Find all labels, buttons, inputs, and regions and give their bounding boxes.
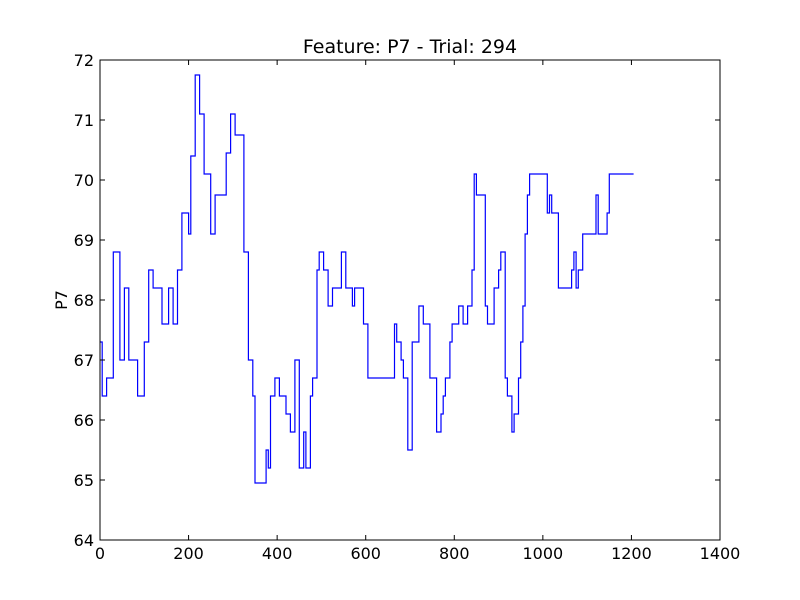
- x-tick-label: 800: [439, 544, 470, 563]
- y-axis: 64 65 66 67 68 69 70 71 72: [74, 51, 720, 550]
- x-tick-label: 400: [262, 544, 293, 563]
- y-tick-label: 70: [74, 171, 94, 190]
- x-tick-label: 1000: [522, 544, 563, 563]
- x-tick-label: 0: [95, 544, 105, 563]
- y-tick-label: 68: [74, 291, 94, 310]
- y-tick-label: 71: [74, 111, 94, 130]
- x-tick-label: 1400: [700, 544, 741, 563]
- y-tick-label: 72: [74, 51, 94, 70]
- y-axis-label: P7: [52, 290, 71, 310]
- y-tick-label: 66: [74, 411, 94, 430]
- y-tick-label: 64: [74, 531, 94, 550]
- chart-title: Feature: P7 - Trial: 294: [303, 36, 517, 58]
- x-tick-label: 1200: [611, 544, 652, 563]
- series-line-0: [100, 74, 634, 484]
- y-tick-label: 69: [74, 231, 94, 250]
- x-tick-label: 600: [350, 544, 381, 563]
- x-tick-label: 200: [173, 544, 204, 563]
- x-axis: 0 200 400 600 800 1000 1200 1400: [95, 60, 740, 563]
- y-tick-label: 65: [74, 471, 94, 490]
- y-tick-label: 67: [74, 351, 94, 370]
